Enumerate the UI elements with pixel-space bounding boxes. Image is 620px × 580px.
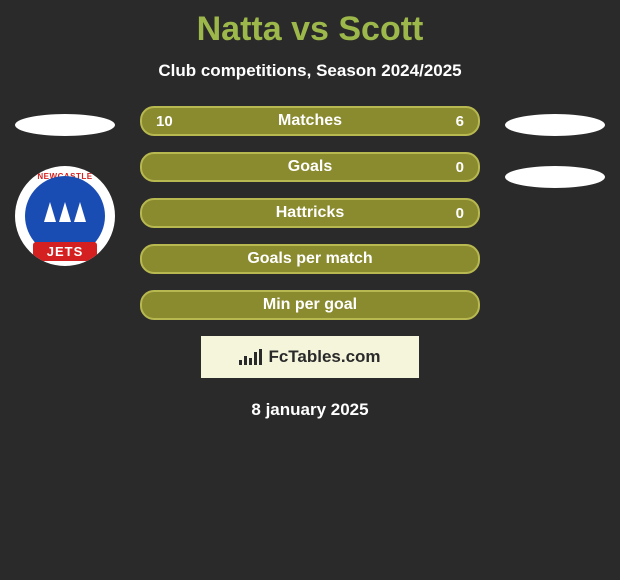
stat-row-matches: 10 Matches 6 <box>140 106 480 136</box>
left-player-column: NEWCASTLE UNITED JETS <box>10 106 120 266</box>
club-badge-outer: NEWCASTLE UNITED JETS <box>15 166 115 266</box>
stat-label: Hattricks <box>276 204 344 222</box>
stat-row-goals: Goals 0 <box>140 152 480 182</box>
content-wrap: NEWCASTLE UNITED JETS 10 Matches 6 <box>0 106 620 420</box>
stat-bars-container: 10 Matches 6 Goals 0 Hattricks 0 Goals p… <box>140 106 480 320</box>
stat-right-value: 0 <box>456 205 464 222</box>
jets-planes-icon <box>44 202 86 222</box>
page-title: Natta vs Scott <box>0 0 620 49</box>
player-photo-placeholder <box>505 114 605 136</box>
club-badge-placeholder <box>505 166 605 188</box>
stat-row-goals-per-match: Goals per match <box>140 244 480 274</box>
stat-left-value: 10 <box>156 113 173 130</box>
stat-right-value: 0 <box>456 159 464 176</box>
stat-row-min-per-goal: Min per goal <box>140 290 480 320</box>
stat-row-hattricks: Hattricks 0 <box>140 198 480 228</box>
club-badge-banner: JETS <box>33 242 98 261</box>
player-photo-placeholder <box>15 114 115 136</box>
right-player-column <box>500 106 610 188</box>
brand-badge[interactable]: FcTables.com <box>201 336 419 378</box>
stat-label: Matches <box>278 112 342 130</box>
stat-label: Goals per match <box>247 250 372 268</box>
stat-right-value: 6 <box>456 113 464 130</box>
stat-label: Goals <box>288 158 332 176</box>
stat-label: Min per goal <box>263 296 357 314</box>
subtitle: Club competitions, Season 2024/2025 <box>0 61 620 81</box>
date-text: 8 january 2025 <box>0 400 620 420</box>
brand-text: FcTables.com <box>268 347 380 367</box>
club-badge: NEWCASTLE UNITED JETS <box>15 166 115 266</box>
bar-chart-icon <box>239 349 262 365</box>
